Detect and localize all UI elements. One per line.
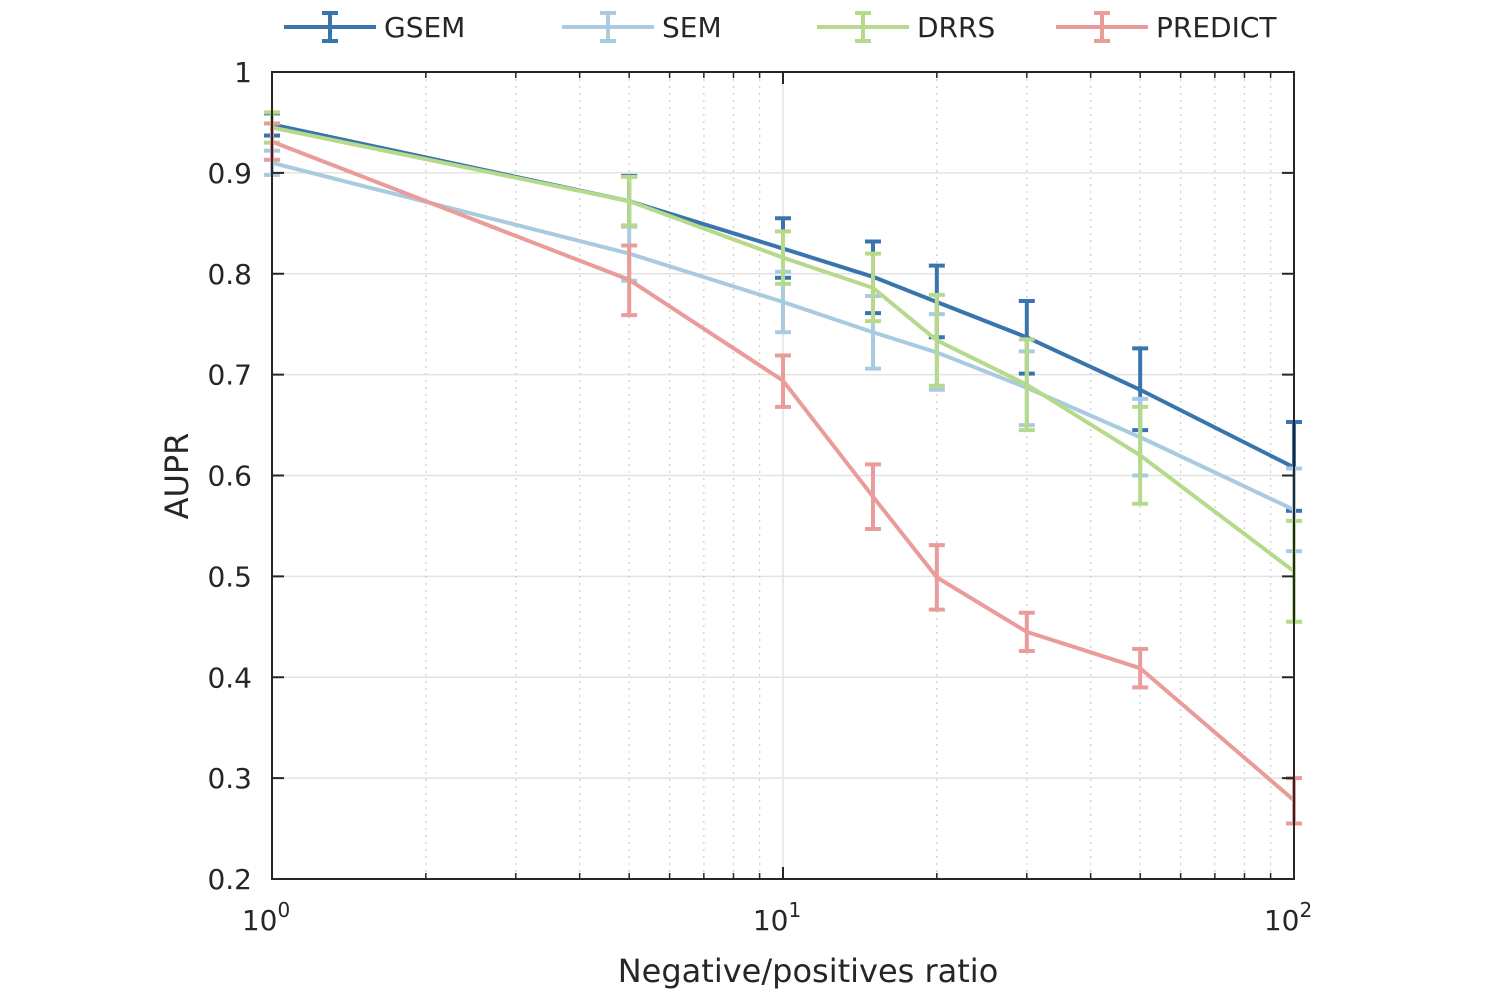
y-tick-label: 0.7 bbox=[207, 359, 252, 392]
x-axis-label: Negative/positives ratio bbox=[618, 952, 999, 990]
legend-label: PREDICT bbox=[1156, 11, 1277, 44]
y-tick-label: 0.6 bbox=[207, 460, 252, 493]
series-predict bbox=[264, 121, 1302, 826]
axis-ticks: 0.2 0.3 0.4 0.5 0.6 0.7 0.8 0.9 1 100 101 102 bbox=[207, 56, 1312, 937]
legend-item-gsem: GSEM bbox=[284, 11, 465, 44]
error-bar bbox=[775, 353, 791, 409]
y-tick-label: 0.2 bbox=[207, 863, 252, 896]
series-line bbox=[271, 139, 1296, 802]
error-bar bbox=[621, 174, 638, 228]
error-bar bbox=[1132, 647, 1149, 690]
series-line bbox=[271, 125, 1296, 573]
x-tick-label: 101 bbox=[753, 898, 801, 937]
y-tick-label: 0.8 bbox=[207, 258, 252, 291]
y-tick-label: 0.9 bbox=[207, 157, 252, 190]
error-bar bbox=[864, 462, 881, 531]
legend-item-predict: PREDICT bbox=[1056, 11, 1277, 44]
y-tick-label: 0.4 bbox=[207, 661, 252, 694]
series-line bbox=[271, 160, 1295, 512]
y-tick-label: 0.5 bbox=[207, 560, 252, 593]
legend-item-sem: SEM bbox=[562, 11, 722, 44]
error-bar bbox=[928, 292, 945, 388]
legend: GSEM SEM DRRS PREDICT bbox=[284, 11, 1277, 44]
error-bar bbox=[1132, 404, 1149, 506]
error-bar bbox=[864, 251, 881, 324]
error-bar bbox=[775, 229, 791, 286]
legend-item-drrs: DRRS bbox=[817, 11, 995, 44]
legend-label: DRRS bbox=[917, 11, 995, 44]
error-bar bbox=[1018, 337, 1035, 433]
x-tick-label: 102 bbox=[1264, 898, 1312, 937]
error-bar bbox=[1018, 610, 1035, 654]
x-tick-label: 100 bbox=[242, 898, 290, 937]
y-tick-label: 0.3 bbox=[207, 762, 252, 795]
y-tick-label: 1 bbox=[234, 56, 252, 89]
legend-label: GSEM bbox=[384, 11, 465, 44]
error-bar bbox=[621, 243, 638, 318]
y-axis-label: AUPR bbox=[158, 433, 196, 520]
legend-label: SEM bbox=[662, 11, 722, 44]
error-bar bbox=[928, 543, 945, 612]
